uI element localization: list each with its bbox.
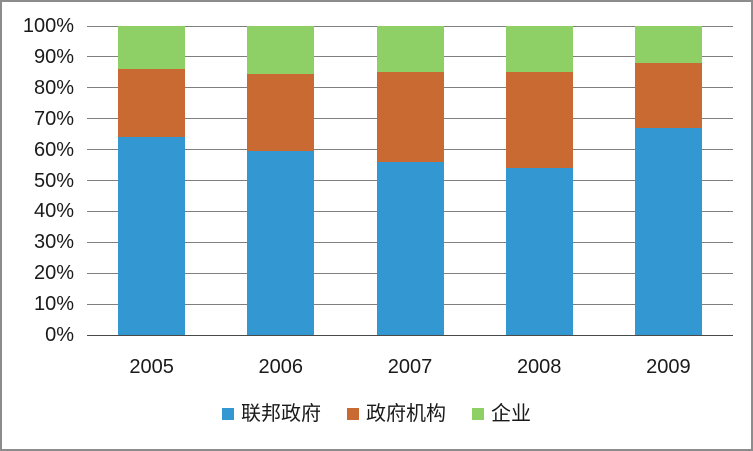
legend-item-政府机构: 政府机构	[347, 402, 446, 426]
bar-segment-政府机构	[247, 73, 315, 152]
bar-2006	[247, 26, 315, 335]
bar-segment-企业	[634, 26, 702, 64]
y-axis-tick-label: 40%	[33, 200, 74, 223]
bar-2007	[376, 26, 444, 335]
legend-label: 政府机构	[366, 403, 446, 425]
bar-2009	[634, 26, 702, 335]
bar-segment-联邦政府	[505, 168, 573, 335]
bar-2008	[505, 26, 573, 335]
x-axis-category-label: 2005	[129, 356, 174, 378]
y-axis-tick-label: 60%	[33, 138, 74, 161]
legend-swatch-icon	[472, 408, 484, 420]
legend-item-企业: 企业	[472, 402, 531, 426]
bar-segment-企业	[247, 26, 315, 74]
x-axis-category-label: 2008	[516, 356, 562, 378]
y-axis-tick-label: 10%	[33, 293, 74, 316]
bar-segment-企业	[376, 26, 444, 73]
y-axis-tick-label: 0%	[45, 324, 74, 346]
bar-segment-联邦政府	[118, 137, 186, 335]
y-axis-tick-label: 100%	[22, 15, 74, 37]
y-axis-tick-label: 80%	[33, 76, 74, 99]
y-axis-tick-label: 20%	[33, 262, 74, 285]
bar-2005	[118, 26, 186, 335]
bar-segment-联邦政府	[634, 127, 702, 335]
bar-segment-联邦政府	[376, 161, 444, 335]
bar-segment-企业	[505, 26, 573, 73]
x-axis-category-label: 2007	[387, 356, 433, 378]
gridline	[87, 25, 733, 27]
y-axis-tick-label: 70%	[33, 107, 74, 130]
legend: 联邦政府 政府机构 企业	[2, 402, 751, 426]
y-axis-tick-label: 30%	[33, 231, 74, 254]
bar-segment-政府机构	[118, 69, 186, 138]
x-axis-category-label: 2009	[646, 356, 691, 378]
legend-swatch-icon	[222, 408, 234, 420]
x-axis-category-label: 2006	[258, 356, 304, 378]
y-axis-tick-label: 90%	[33, 45, 74, 68]
legend-item-联邦政府: 联邦政府	[222, 402, 321, 426]
bar-segment-政府机构	[634, 63, 702, 128]
y-axis-tick-label: 50%	[33, 169, 74, 192]
x-axis-baseline	[87, 334, 733, 336]
legend-swatch-icon	[347, 408, 359, 420]
bar-segment-政府机构	[376, 72, 444, 162]
bar-segment-联邦政府	[247, 151, 315, 335]
bar-segment-政府机构	[505, 72, 573, 169]
legend-label: 企业	[491, 403, 531, 425]
legend-label: 联邦政府	[241, 403, 321, 425]
bar-segment-企业	[118, 26, 186, 70]
